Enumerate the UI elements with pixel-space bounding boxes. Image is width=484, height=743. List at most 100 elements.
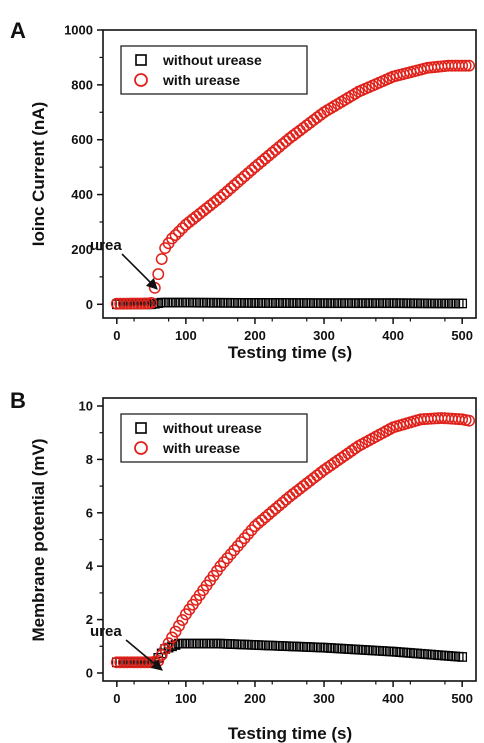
data-point-circle [224, 548, 237, 561]
data-point-circle [193, 207, 206, 220]
data-point-circle [228, 544, 241, 557]
data-point-circle [273, 499, 286, 512]
legend-label: without urease [162, 52, 262, 68]
legend-box [120, 413, 308, 463]
data-point-circle [204, 199, 217, 212]
series-without-urease [111, 638, 468, 668]
x-tick-label: 500 [451, 328, 473, 343]
legend-label: with urease [162, 440, 240, 456]
data-point-circle [238, 170, 251, 183]
data-point-circle [152, 268, 165, 281]
data-point-circle [290, 485, 303, 498]
data-point-circle [145, 296, 158, 309]
x-tick-label: 200 [244, 328, 266, 343]
data-point-circle [173, 225, 185, 238]
data-point-circle [300, 477, 313, 490]
data-point-circle [276, 496, 289, 509]
data-point-circle [238, 532, 251, 545]
data-point-circle [166, 631, 179, 644]
data-point-circle [269, 502, 282, 515]
data-point-circle [459, 59, 472, 72]
data-point-circle [287, 129, 299, 142]
data-point-circle [228, 179, 241, 192]
data-point-circle [304, 116, 317, 129]
data-point-circle [176, 222, 189, 235]
legend-marker-circle [134, 73, 148, 87]
data-point-circle [242, 167, 255, 180]
y-tick-label: 800 [71, 77, 93, 92]
legend-label: with urease [162, 72, 240, 88]
data-point-circle [138, 297, 151, 310]
data-point-circle [287, 488, 299, 501]
data-point-square [457, 298, 468, 309]
data-point-circle [190, 210, 203, 223]
data-point-circle [245, 524, 258, 537]
legend-marker-circle [134, 441, 148, 455]
x-tick-label: 100 [175, 328, 197, 343]
data-point-circle [259, 152, 272, 165]
data-point-square [457, 652, 468, 662]
series-without-urease [111, 297, 468, 310]
data-point-circle [186, 213, 199, 226]
chart-panel-B: B 0 100 200 300 400 500 0 2 4 6 8 10 Testing time (s)… [10, 388, 477, 743]
data-point-circle [255, 155, 268, 168]
y-tick-label: 0 [86, 297, 93, 312]
x-axis-title: Testing time (s) [228, 343, 352, 362]
annotation-arrow [121, 253, 158, 290]
y-tick-label: 400 [71, 187, 93, 202]
x-tick-label: 0 [113, 691, 120, 706]
series-with-urease [110, 412, 476, 669]
data-point-circle [217, 188, 230, 201]
data-point-circle [159, 643, 172, 655]
x-tick-label: 500 [451, 691, 473, 706]
data-point-circle [304, 474, 317, 487]
data-point-circle [269, 143, 282, 156]
y-tick-label: 10 [79, 399, 93, 414]
data-point-circle [211, 194, 223, 207]
data-point-circle [155, 253, 168, 265]
legend: without urease with urease [120, 45, 308, 95]
annotation-urea: urea [90, 237, 122, 254]
legend-marker-square [135, 422, 147, 434]
data-point-circle [463, 414, 476, 427]
data-point-circle [249, 161, 261, 174]
data-point-circle [307, 114, 320, 127]
data-point-circle [245, 164, 258, 177]
y-tick-label: 0 [86, 665, 93, 680]
data-point-circle [197, 205, 210, 217]
data-point-circle [259, 511, 272, 524]
data-point-circle [162, 637, 175, 650]
data-point-circle [183, 216, 196, 228]
data-point-circle [290, 127, 303, 140]
data-point-circle [221, 552, 234, 565]
data-point-circle [276, 138, 289, 151]
chart-panel-A: A 0 100 200 300 400 500 0 200 400 600 800 1000 Testin… [10, 18, 477, 362]
data-point-circle [200, 202, 213, 215]
annotation-arrow [125, 639, 163, 671]
legend: without urease with urease [120, 413, 308, 463]
data-point-circle [311, 469, 324, 482]
data-point-circle [221, 185, 234, 198]
data-point-circle [266, 505, 279, 518]
x-tick-label: 300 [313, 328, 335, 343]
x-tick-label: 400 [382, 691, 404, 706]
data-point-circle [214, 560, 227, 573]
data-point-circle [169, 229, 182, 241]
legend-label: without urease [162, 420, 262, 436]
data-point-circle [231, 176, 244, 189]
panel-letter: B [10, 388, 26, 413]
data-point-circle [166, 232, 179, 245]
x-tick-label: 100 [175, 691, 197, 706]
x-tick-label: 0 [113, 328, 120, 343]
data-point-circle [173, 619, 185, 632]
y-tick-label: 4 [86, 559, 94, 574]
data-point-circle [224, 182, 237, 195]
data-point-circle [314, 466, 327, 479]
panel-letter: A [10, 18, 26, 43]
y-axis-title: Membrane potential (mV) [29, 438, 48, 641]
series-with-urease [110, 59, 476, 310]
x-tick-label: 200 [244, 691, 266, 706]
y-tick-label: 600 [71, 132, 93, 147]
data-point-circle [242, 528, 255, 541]
